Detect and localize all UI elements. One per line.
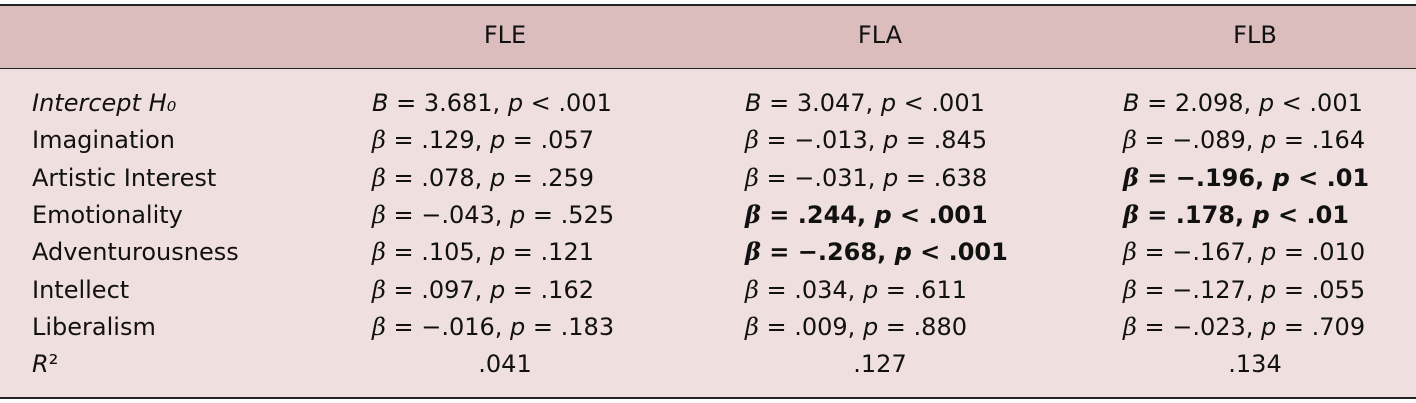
- column-header: FLA: [857, 21, 903, 49]
- cell: β = −.089, p = .164: [1123, 126, 1366, 155]
- cell: β = .129, p = .057: [372, 126, 594, 155]
- cell: β = .097, p = .162: [372, 275, 594, 304]
- cell: β = .105, p = .121: [372, 238, 594, 267]
- column-header: FLE: [483, 21, 527, 49]
- table-header: [0, 6, 1416, 69]
- cell: β = −.043, p = .525: [372, 200, 615, 229]
- cell: β = −.023, p = .709: [1123, 312, 1366, 341]
- column-header: FLB: [1233, 21, 1277, 49]
- row-label: Artistic Interest: [32, 163, 217, 192]
- cell: β = .009, p = .880: [745, 312, 967, 341]
- cell: B = 3.681, p < .001: [372, 89, 612, 117]
- cell: .127: [853, 350, 907, 379]
- cell: .134: [1228, 350, 1282, 379]
- cell: β = −.167, p = .010: [1123, 238, 1366, 267]
- cell: β = .034, p = .611: [745, 275, 967, 304]
- cell: β = −.016, p = .183: [372, 312, 615, 341]
- cell: B = 3.047, p < .001: [745, 89, 985, 117]
- cell: β = .078, p = .259: [372, 163, 594, 192]
- cell: β = −.127, p = .055: [1123, 275, 1366, 304]
- row-label: Liberalism: [32, 312, 156, 341]
- cell: β = .178, p < .01: [1123, 199, 1349, 229]
- cell: β = .244, p < .001: [745, 199, 988, 229]
- row-label: Emotionality: [32, 200, 183, 229]
- cell: β = −.268, p < .001: [745, 237, 1008, 267]
- row-label: Intercept H₀: [32, 89, 177, 117]
- row-label: Intellect: [32, 275, 130, 304]
- cell: .041: [478, 350, 532, 379]
- table: FLE FLA FLB Intercept H₀ B = 3.681, p < .001…: [0, 4, 1416, 399]
- cell: β = −.196, p < .01: [1123, 162, 1370, 192]
- row-label: Imagination: [32, 126, 175, 155]
- cell: B = 2.098, p < .001: [1123, 89, 1363, 117]
- cell: β = −.013, p = .845: [745, 126, 988, 155]
- row-label: R²: [32, 350, 59, 379]
- row-label: Adventurousness: [32, 238, 239, 267]
- cell: β = −.031, p = .638: [745, 163, 988, 192]
